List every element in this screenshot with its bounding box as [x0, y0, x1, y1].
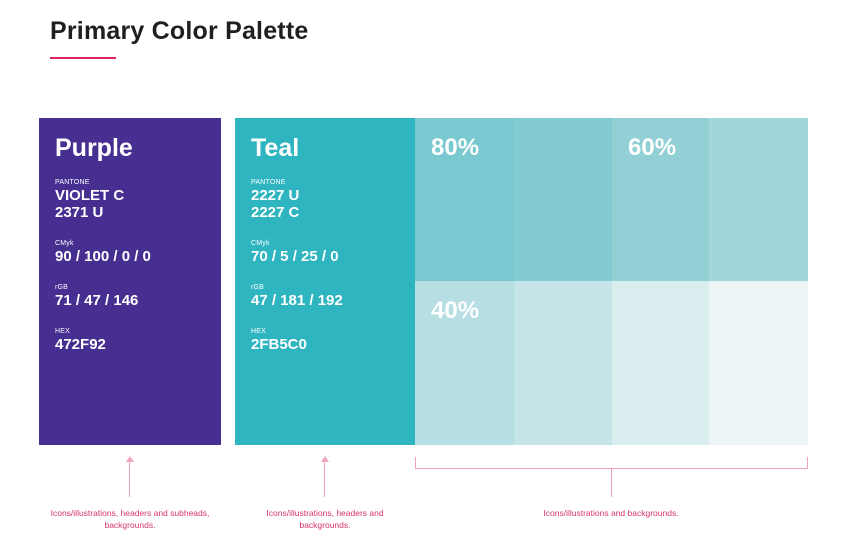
teal-arrow-line: [324, 460, 325, 497]
teal-name: Teal: [251, 134, 300, 162]
teal-hex-label: HEX: [251, 328, 266, 335]
teal-pantone-value: 2227 U 2227 C: [251, 187, 415, 221]
tint-40-a: 40%: [415, 281, 514, 445]
tints-bracket-stem: [611, 468, 612, 497]
tint-40-b: [514, 281, 612, 445]
teal-cmyk-value: 70 / 5 / 25 / 0: [251, 248, 339, 265]
tints-bracket-right: [807, 457, 808, 469]
purple-pantone-value: VIOLET C 2371 U: [55, 187, 221, 221]
tints-usage-note: Icons/illustrations and backgrounds.: [543, 508, 679, 518]
purple-rgb-label: rGB: [55, 284, 69, 291]
title-underline: [50, 57, 116, 59]
tint-60-label: 60%: [628, 134, 677, 161]
purple-cmyk-value: 90 / 100 / 0 / 0: [55, 248, 151, 265]
tint-80-label: 80%: [431, 134, 480, 161]
teal-rgb-label: rGB: [251, 284, 265, 291]
teal-pantone-label: PANTONE: [251, 179, 286, 186]
purple-cmyk-label: CMyk: [55, 240, 74, 247]
purple-name: Purple: [55, 134, 133, 162]
purple-pantone-line2: 2371 U: [55, 204, 104, 221]
purple-usage-note: Icons/illustrations, headers and subhead…: [50, 508, 210, 530]
teal-cmyk-label: CMyk: [251, 240, 270, 247]
tint-60-b: [709, 118, 808, 281]
teal-usage-note: Icons/illustrations, headers and backgro…: [266, 508, 384, 530]
page-title: Primary Color Palette: [50, 17, 309, 45]
tint-80-a: 80%: [415, 118, 514, 281]
tint-80-b: [514, 118, 612, 281]
teal-hex-value: 2FB5C0: [251, 336, 307, 353]
purple-swatch: Purple PANTONE VIOLET C 2371 U CMyk 90 /…: [39, 118, 221, 445]
purple-hex-label: HEX: [55, 328, 70, 335]
purple-arrow-head: [126, 456, 134, 462]
tint-40-label: 40%: [431, 297, 480, 324]
tint-60-a: 60%: [612, 118, 709, 281]
purple-hex-value: 472F92: [55, 336, 106, 353]
tint-20-b: [709, 281, 808, 445]
purple-rgb-value: 71 / 47 / 146: [55, 292, 139, 309]
purple-pantone-line1: VIOLET C: [55, 187, 125, 204]
teal-rgb-value: 47 / 181 / 192: [251, 292, 343, 309]
teal-pantone-line1: 2227 U: [251, 187, 300, 204]
teal-pantone-line2: 2227 C: [251, 204, 300, 221]
tints-bracket-left: [415, 457, 416, 469]
purple-pantone-label: PANTONE: [55, 179, 90, 186]
teal-swatch: Teal PANTONE 2227 U 2227 C CMyk 70 / 5 /…: [235, 118, 415, 445]
teal-arrow-head: [321, 456, 329, 462]
purple-arrow-line: [129, 460, 130, 497]
tint-20-a: [612, 281, 709, 445]
